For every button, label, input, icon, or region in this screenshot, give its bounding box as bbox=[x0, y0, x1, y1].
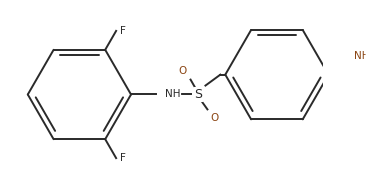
Text: O: O bbox=[210, 113, 219, 123]
Text: NH: NH bbox=[354, 51, 366, 61]
Text: F: F bbox=[120, 153, 126, 163]
Text: O: O bbox=[179, 66, 187, 76]
Text: S: S bbox=[194, 88, 202, 101]
Text: NH: NH bbox=[165, 88, 180, 98]
Text: F: F bbox=[120, 26, 126, 36]
